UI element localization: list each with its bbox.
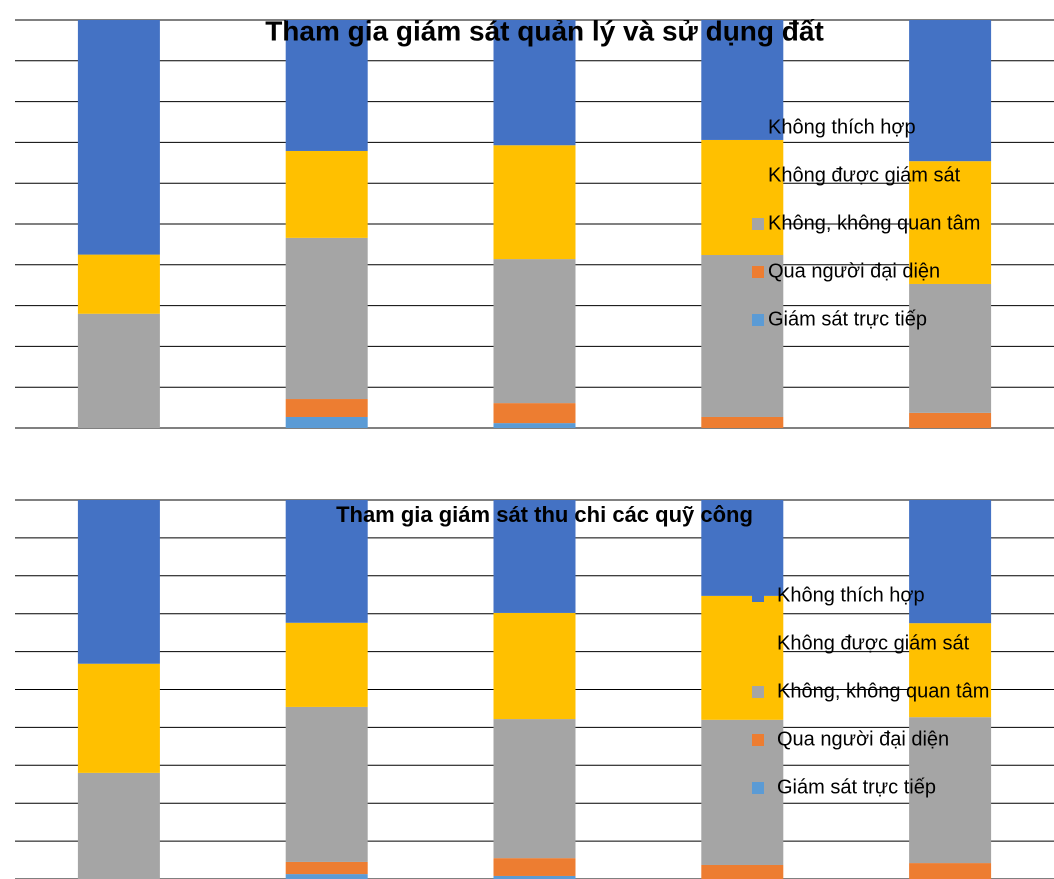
legend-label: Giám sát trực tiếp bbox=[777, 776, 936, 798]
bar-segment bbox=[909, 500, 992, 624]
legend-label: Qua người đại diện bbox=[777, 728, 949, 750]
bar-segment bbox=[493, 875, 576, 879]
bar-segment bbox=[909, 20, 992, 162]
bar-segment bbox=[285, 237, 368, 400]
bar-segment bbox=[77, 663, 160, 773]
bar-segment bbox=[909, 623, 992, 718]
bar-segment bbox=[701, 500, 784, 596]
legend-swatch bbox=[752, 782, 764, 794]
legend-label: Không, không quan tâm bbox=[777, 680, 989, 702]
legend-label: Giám sát trực tiếp bbox=[768, 308, 927, 330]
bar-segment bbox=[909, 717, 992, 864]
bar-segment bbox=[285, 706, 368, 862]
bar-segment bbox=[77, 772, 160, 879]
legend-label: Không được giám sát bbox=[768, 164, 961, 186]
bar-segment bbox=[285, 416, 368, 428]
legend-swatch bbox=[752, 266, 764, 278]
legend-label: Không thích hợp bbox=[777, 584, 925, 606]
bar-segment bbox=[701, 416, 784, 428]
bar-segment bbox=[493, 858, 576, 876]
bar-segment bbox=[285, 861, 368, 875]
bar-segment bbox=[909, 283, 992, 413]
bar-segment bbox=[493, 612, 576, 720]
legend-swatch bbox=[752, 218, 764, 230]
bar-segment bbox=[493, 719, 576, 859]
bar-segment bbox=[493, 145, 576, 260]
bar-segment bbox=[285, 622, 368, 707]
bar-segment bbox=[701, 255, 784, 417]
bar-segment bbox=[701, 864, 784, 879]
legend-label: Không, không quan tâm bbox=[768, 212, 980, 234]
bar-segment bbox=[77, 313, 160, 428]
chart-title: Tham gia giám sát thu chi các quỹ công bbox=[336, 502, 753, 527]
legend-label: Qua người đại diện bbox=[768, 260, 940, 282]
bar-segment bbox=[701, 139, 784, 256]
bar-segment bbox=[285, 20, 368, 151]
bar-segment bbox=[77, 500, 160, 664]
chart-title: Tham gia giám sát quản lý và sử dụng đất bbox=[265, 15, 824, 46]
bar-segment bbox=[701, 595, 784, 720]
bar-segment bbox=[493, 20, 576, 146]
legend-swatch bbox=[752, 314, 764, 326]
bar-segment bbox=[909, 161, 992, 284]
bar-segment bbox=[493, 259, 576, 404]
legend-swatch bbox=[752, 170, 764, 182]
bar-segment bbox=[285, 399, 368, 417]
bar-segment bbox=[909, 863, 992, 879]
bar-segment bbox=[285, 150, 368, 238]
legend-label: Không được giám sát bbox=[777, 632, 970, 654]
bar-segment bbox=[493, 403, 576, 424]
bar-segment bbox=[77, 254, 160, 314]
legend-label: Không thích hợp bbox=[768, 116, 916, 138]
legend-swatch bbox=[752, 638, 764, 650]
legend-swatch bbox=[752, 734, 764, 746]
bar-segment bbox=[77, 20, 160, 255]
legend-swatch bbox=[752, 590, 764, 602]
bar-segment bbox=[909, 412, 992, 428]
bar-segment bbox=[285, 500, 368, 623]
bar-segment bbox=[701, 719, 784, 865]
bar-segment bbox=[285, 874, 368, 879]
bar-segment bbox=[493, 423, 576, 428]
bar-segment bbox=[701, 20, 784, 140]
legend-swatch bbox=[752, 122, 764, 134]
legend-swatch bbox=[752, 686, 764, 698]
bar-segment bbox=[493, 500, 576, 613]
